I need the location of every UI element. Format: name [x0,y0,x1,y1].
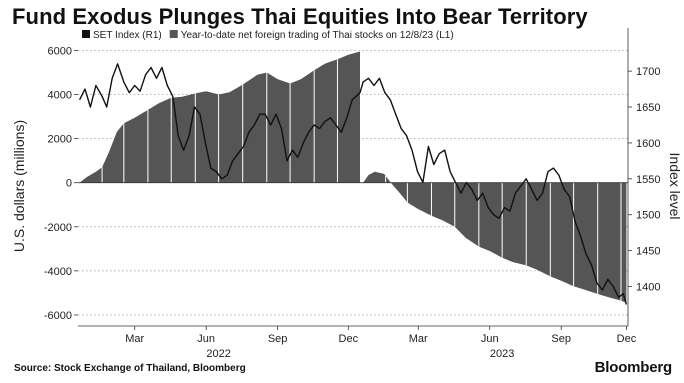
x-tick-label: Jun [197,333,215,345]
legend-label: SET Index (R1) [93,30,162,41]
right-tick-label: 1550 [636,174,660,186]
x-tick-label: Mar [125,333,144,345]
right-tick-label: 1400 [636,282,660,294]
right-tick-label: 1500 [636,210,660,222]
foreign-trading-area-1 [79,51,360,183]
area-layer [79,51,627,303]
right-tick-label: 1450 [636,246,660,258]
x-year-label: 2023 [490,348,514,360]
brand-logo: Bloomberg [594,359,673,376]
legend-label: Year-to-date net foreign trading of Thai… [181,30,454,41]
left-axis-label: U.S. dollars (millions) [11,120,27,252]
separator-layer [101,59,622,301]
x-tick-label: Sep [551,333,571,345]
x-tick-label: Jun [481,333,499,345]
x-tick-label: Sep [268,333,288,345]
legend-swatch [169,30,178,38]
left-tick-label: 2000 [48,134,72,146]
right-tick-label: 1600 [636,138,660,150]
x-year-label: 2022 [206,348,230,360]
legend: SET Index (R1) Year-to-date net foreign t… [82,30,454,41]
left-tick-label: -2000 [44,222,72,234]
set-index-line [78,63,628,305]
foreign-trading-area-2 [363,171,627,303]
left-tick-label: 4000 [48,90,72,102]
x-tick-label: Dec [617,333,637,345]
left-tick-label: -6000 [44,310,72,322]
x-tick-label: Mar [409,333,428,345]
left-tick-label: 6000 [48,45,72,57]
line-layer [78,63,628,305]
right-axis-label: Index level [667,153,683,220]
x-tick-label: Dec [339,333,359,345]
right-tick-label: 1700 [636,66,660,78]
left-tick-label: -4000 [44,266,72,278]
chart-title: Fund Exodus Plunges Thai Equities Into B… [12,4,588,29]
left-tick-label: 0 [66,178,72,190]
source-note: Source: Stock Exchange of Thailand, Bloo… [14,363,246,374]
axis-layer: -6000 -4000 -2000 0 2000 4000 6000 1400 1450 1500… [11,28,683,360]
legend-swatch [82,30,90,38]
right-tick-label: 1650 [636,102,660,114]
